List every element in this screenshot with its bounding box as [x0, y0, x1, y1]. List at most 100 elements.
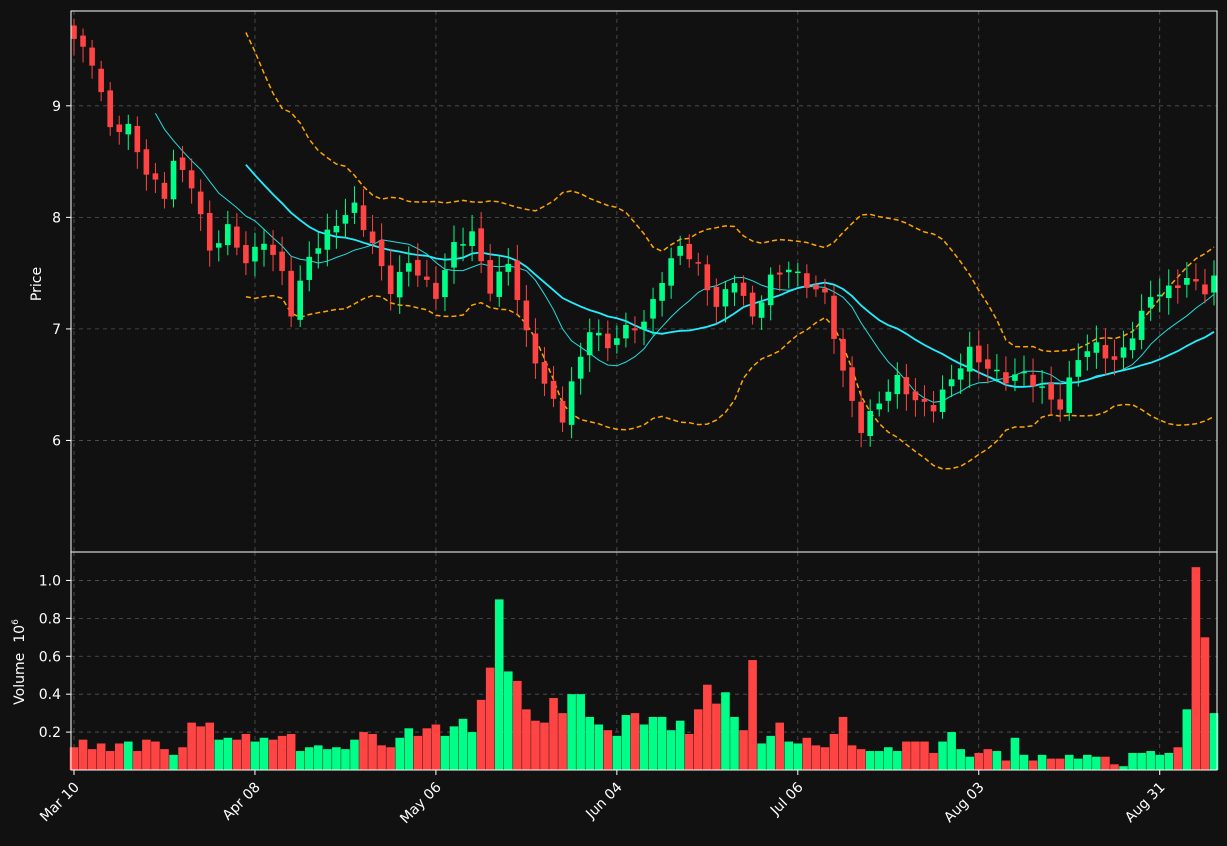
candle-body	[396, 271, 403, 298]
candle-body	[1202, 284, 1208, 295]
volume-bar	[540, 722, 549, 770]
candle-body	[225, 224, 231, 246]
candle-body	[1039, 386, 1045, 388]
volume-bar	[893, 751, 902, 770]
candle-body	[885, 391, 892, 401]
candle-body	[134, 125, 141, 153]
volume-bar	[377, 745, 386, 770]
volume-bar	[404, 728, 414, 770]
candle-body	[650, 299, 656, 319]
price-panel-frame	[70, 10, 1218, 553]
candle-body	[252, 246, 258, 262]
candle-body	[188, 170, 195, 189]
volume-bar	[603, 730, 613, 770]
volume-y-tick-label: 0.8	[39, 611, 61, 627]
volume-bar	[684, 733, 694, 770]
candle-body	[659, 283, 665, 301]
volume-y-tick-label: 0.2	[39, 725, 61, 741]
candle-body	[550, 380, 557, 399]
volume-bar	[123, 741, 133, 770]
candle-body	[487, 260, 493, 294]
volume-bar	[431, 724, 441, 770]
candle-body	[1048, 383, 1054, 400]
volume-bar	[902, 741, 911, 770]
volume-bar	[87, 749, 97, 770]
volume-bar	[422, 728, 432, 770]
candle-body	[840, 338, 846, 371]
volume-bar	[811, 745, 821, 770]
candle-body	[632, 328, 638, 331]
volume-y-tick-label: 1.0	[39, 573, 61, 589]
candle-body	[1138, 310, 1145, 340]
volume-bar	[802, 737, 812, 770]
bollinger-lower-line	[245, 294, 1215, 470]
volume-bar	[1055, 758, 1065, 770]
volume-bar	[78, 739, 88, 770]
candle-body	[677, 245, 683, 256]
x-tick-label: Mar 10	[37, 780, 83, 826]
volume-bar	[983, 749, 993, 770]
volume-bar	[992, 751, 1002, 770]
volume-bar	[69, 747, 79, 770]
volume-y-ticks: 0.2 0.4 0.6 0.8 1.0	[39, 573, 71, 741]
x-ticks: Mar 10 Apr 08 May 06 Jun 04 Jul 06 Aug 03 Aug …	[37, 770, 1169, 827]
volume-bar	[1155, 754, 1165, 770]
volume-bar	[938, 741, 947, 770]
volume-bar	[929, 752, 938, 770]
volume-bar	[1137, 752, 1146, 770]
volume-bar	[341, 749, 350, 770]
candle-body	[523, 300, 530, 331]
x-tick-label: Aug 03	[941, 780, 987, 826]
volume-bar	[187, 722, 196, 770]
volume-bar	[295, 751, 305, 770]
candlesticks	[71, 18, 1217, 448]
volume-bar	[277, 735, 287, 770]
candle-body	[1184, 278, 1190, 285]
candle-body	[876, 403, 883, 410]
volume-bar	[911, 741, 920, 770]
volume-bar	[513, 680, 522, 770]
volume-bar	[169, 754, 178, 770]
candle-body	[930, 404, 937, 412]
volume-bar	[974, 752, 984, 770]
volume-bar	[675, 720, 685, 770]
candle-body	[478, 228, 484, 262]
candle-body	[442, 270, 448, 298]
candle-body	[948, 379, 955, 387]
candle-body	[795, 271, 801, 274]
candle-body	[270, 244, 276, 255]
candle-body	[912, 391, 919, 401]
candle-body	[1084, 351, 1091, 357]
candle-body	[595, 332, 602, 336]
volume-bar	[485, 667, 495, 770]
candle-body	[369, 231, 376, 244]
volume-bar	[739, 730, 748, 770]
volume-bar	[703, 684, 712, 770]
volume-bar	[666, 730, 676, 770]
volume-bar	[693, 709, 703, 770]
candle-body	[641, 321, 647, 330]
volume-bar	[1173, 747, 1183, 770]
candle-body	[433, 282, 439, 299]
volume-bar	[1073, 758, 1083, 770]
volume-bar	[232, 739, 242, 770]
volume-bar	[1146, 751, 1155, 770]
volume-bar	[1028, 760, 1038, 770]
candle-body	[740, 282, 747, 296]
volume-bar	[178, 747, 187, 770]
x-tick-label: Jul 06	[767, 779, 807, 819]
x-tick-label: Apr 08	[220, 780, 264, 824]
volume-bar	[965, 756, 975, 770]
candle-body	[80, 35, 86, 47]
candle-body	[505, 263, 512, 272]
volume-bar	[766, 735, 775, 770]
candle-body	[568, 381, 575, 425]
candle-body	[785, 269, 792, 273]
volume-bar	[793, 743, 803, 770]
candle-body	[813, 284, 819, 290]
candle-body	[469, 231, 475, 247]
volume-bar	[151, 741, 160, 770]
volume-grid	[71, 552, 1217, 770]
candle-body	[921, 398, 928, 402]
volume-panel-frame	[70, 551, 1218, 771]
